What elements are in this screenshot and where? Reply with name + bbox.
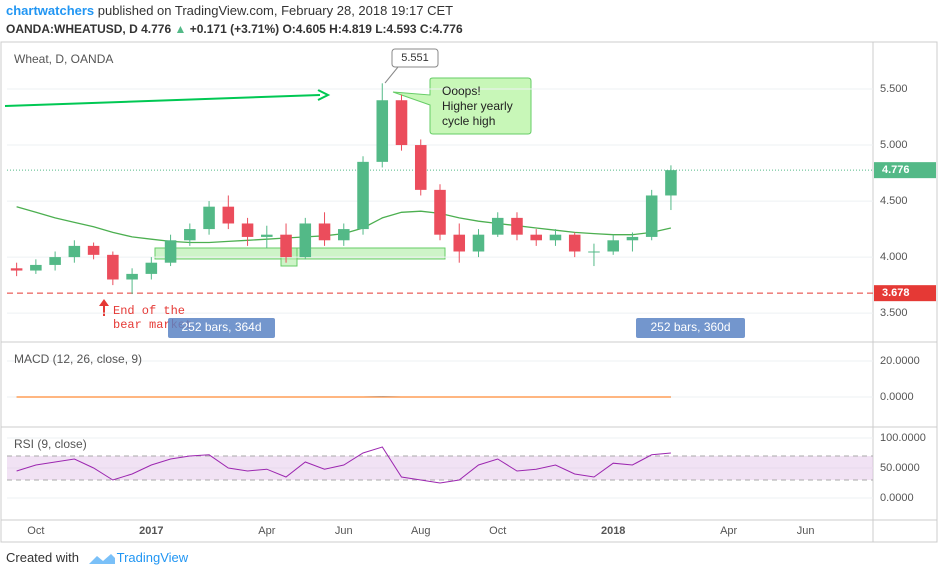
y-tick-label: 4.000: [880, 251, 908, 263]
candle-body: [145, 262, 158, 274]
range-label: 252 bars, 364d: [181, 320, 261, 334]
candle-body: [318, 223, 331, 241]
last-price-label: 4.776: [882, 164, 910, 176]
candle-body: [434, 189, 446, 235]
callout-text: cycle high: [442, 114, 495, 128]
candle-body: [87, 245, 100, 255]
arrow: ▲: [174, 22, 187, 36]
close: C:4.776: [419, 22, 463, 36]
candle-body: [588, 251, 600, 253]
candle-body: [107, 254, 119, 280]
pub-line: chartwatchers published on TradingView.c…: [6, 2, 463, 20]
callout-text: Ooops!: [442, 84, 481, 98]
candle-body: [626, 236, 639, 241]
publisher[interactable]: chartwatchers: [6, 3, 95, 18]
brand[interactable]: TradingView: [116, 550, 189, 565]
header: chartwatchers published on TradingView.c…: [6, 2, 463, 38]
candle-body: [645, 195, 658, 237]
range-box: [636, 318, 745, 338]
x-tick-label: Oct: [27, 525, 44, 537]
x-tick-label: Apr: [720, 525, 737, 537]
y-tick-label: 0.0000: [880, 391, 914, 403]
range-label: 252 bars, 360d: [650, 320, 730, 334]
y-tick-label: 0.0000: [880, 492, 914, 504]
peak-label: 5.551: [401, 52, 429, 64]
candle-body: [665, 170, 677, 196]
last: 4.776: [141, 22, 172, 36]
panel-title: MACD (12, 26, close, 9): [14, 352, 142, 366]
published: published on TradingView.com, February 2…: [97, 3, 454, 18]
y-tick-label: 5.000: [880, 139, 908, 151]
y-tick-label: 20.0000: [880, 355, 920, 367]
x-tick-label: Apr: [258, 525, 275, 537]
peak-pointer: [384, 66, 399, 84]
support-label: 3.678: [882, 287, 910, 299]
candle-body: [491, 217, 504, 235]
candle-body: [68, 245, 81, 258]
candle-body: [241, 223, 254, 237]
candle-body: [280, 234, 292, 258]
candle-body: [299, 223, 312, 258]
x-tick-label: Aug: [411, 525, 431, 537]
candle-body: [395, 100, 408, 146]
bear-note: End of the: [113, 304, 185, 318]
last-price-tag: [874, 162, 936, 179]
low: L:4.593: [375, 22, 417, 36]
arrow-head: [99, 299, 109, 306]
candle-body: [357, 161, 369, 230]
candle-body: [49, 257, 61, 265]
footer: Created with TradingView: [6, 550, 188, 565]
peak-box: [391, 48, 439, 68]
candle-body: [530, 234, 542, 241]
arrow-line: [4, 94, 321, 107]
symbol: OANDA:WHEATUSD, D: [6, 22, 138, 36]
logo: [89, 554, 115, 564]
x-tick-label: Oct: [489, 525, 506, 537]
series-line: [16, 446, 671, 484]
y-tick-label: 100.0000: [880, 432, 926, 444]
panel-title: Wheat, D, OANDA: [14, 52, 113, 66]
candle-body: [453, 234, 466, 252]
x-tick-label: 2017: [139, 525, 163, 537]
y-tick-label: 4.500: [880, 195, 908, 207]
candle-body: [607, 240, 619, 252]
candle-body: [203, 206, 215, 230]
x-tick-label: Jun: [335, 525, 353, 537]
candle-body: [10, 268, 23, 271]
candle-body: [549, 234, 562, 241]
change: +0.171 (+3.71%): [189, 22, 280, 36]
candle-body: [568, 234, 581, 252]
quote-line: OANDA:WHEATUSD, D 4.776 ▲ +0.171 (+3.71%…: [6, 20, 463, 38]
candle-body: [222, 206, 235, 224]
y-tick-label: 3.500: [880, 307, 908, 319]
x-tick-label: Jun: [797, 525, 815, 537]
high: H:4.819: [329, 22, 372, 36]
candle-body: [126, 273, 138, 280]
candle-body: [184, 229, 196, 241]
support-tag: [874, 285, 936, 302]
candle-body: [30, 264, 42, 271]
created: Created with: [6, 550, 79, 565]
range-box: [168, 318, 275, 338]
callout-box: [392, 77, 532, 135]
candle-body: [414, 145, 427, 190]
panel-title: RSI (9, close): [14, 437, 87, 451]
candle-body: [376, 100, 389, 162]
candle-body: [261, 234, 273, 237]
candle-body: [164, 240, 177, 263]
candle-body: [338, 229, 350, 241]
arrow-head: [317, 89, 331, 101]
y-tick-label: 50.0000: [880, 462, 920, 474]
callout-text: Higher yearly: [442, 99, 513, 113]
frame: [0, 41, 938, 543]
y-tick-label: 5.500: [880, 83, 908, 95]
rsi-band: [7, 455, 873, 480]
x-tick-label: 2018: [601, 525, 625, 537]
candle-body: [511, 217, 523, 235]
candle-body: [472, 234, 485, 252]
open: O:4.605: [282, 22, 326, 36]
